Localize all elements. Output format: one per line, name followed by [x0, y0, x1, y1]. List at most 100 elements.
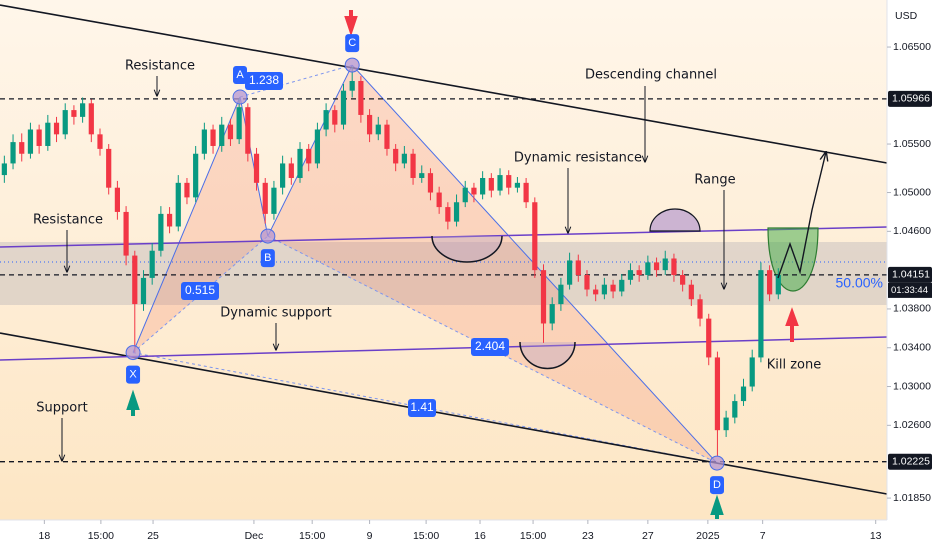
pattern-connector [239, 64, 353, 98]
candle-body [645, 262, 651, 275]
pattern-point [709, 455, 725, 471]
y-tick-label: 1.02600 [893, 419, 931, 431]
candle-body [45, 122, 51, 146]
price-tag-label: 1.02225 [892, 455, 930, 467]
candle-body [210, 129, 216, 146]
candle-body [558, 284, 564, 305]
ratio-box [245, 72, 283, 90]
point-box [260, 249, 275, 268]
ratio-box [471, 338, 509, 356]
candle-body [697, 299, 703, 319]
x-tick-label: 15:00 [88, 530, 114, 542]
y-tick-label: 1.05500 [893, 138, 931, 150]
ratio-box [408, 399, 436, 417]
up-arrow [126, 389, 140, 416]
candle-body [19, 142, 25, 154]
pattern-point [232, 89, 248, 105]
candle-body [201, 129, 207, 154]
annotation: Kill zone [767, 358, 822, 373]
annotation: Descending channel [585, 68, 717, 83]
candle-body [323, 110, 329, 130]
channel-top [0, 4, 888, 164]
ratio: 2.404 [475, 339, 505, 353]
candle-body [236, 107, 242, 140]
ratio: 0.515 [185, 283, 215, 297]
candle-body [749, 357, 755, 387]
candle-body [227, 124, 234, 140]
candle-body [288, 163, 294, 178]
x-tick-label: 15:00 [299, 530, 325, 542]
x-tick-label: 13 [870, 530, 882, 542]
candle-body [680, 274, 686, 285]
pattern-fill [133, 96, 268, 353]
candle-body [723, 417, 729, 431]
candle-body [497, 175, 503, 191]
candle-body [358, 80, 364, 115]
candle-body [419, 173, 425, 178]
candle-body [671, 258, 677, 275]
ratio: 1.238 [249, 73, 279, 87]
candle-body [27, 129, 34, 154]
y-tick-label: 1.04600 [893, 225, 931, 237]
y-tick-label: 1.03400 [893, 342, 931, 354]
candle-body [732, 401, 738, 418]
y-tick-label: 1.06500 [893, 41, 931, 53]
point-box [233, 65, 248, 84]
arc [519, 341, 576, 370]
x-tick-label: 18 [39, 530, 51, 542]
candle-body [445, 207, 451, 222]
candle-body [184, 182, 190, 198]
x-tick-label: 27 [642, 530, 654, 542]
price-tag [888, 453, 932, 470]
candle-body [532, 202, 538, 271]
point-label: C [348, 37, 356, 49]
plot-background [0, 0, 887, 520]
point-box [126, 365, 141, 384]
price-tag-label: 1.04151 [892, 269, 930, 281]
channel-bottom [0, 332, 888, 495]
point-box [709, 476, 724, 495]
currency: USD [895, 10, 918, 22]
annotation: Resistance [33, 213, 103, 228]
pointers [62, 76, 724, 461]
price-tag [888, 90, 932, 107]
x-tick-label: 7 [760, 530, 766, 542]
pattern-point [344, 57, 360, 73]
candle-body [393, 148, 399, 164]
point-label: A [236, 69, 244, 81]
candle-body [158, 213, 164, 251]
annotation: Dynamic support [220, 306, 331, 321]
projection [777, 152, 826, 279]
time-axis [0, 520, 887, 550]
candle-body [767, 270, 773, 295]
point-label: B [264, 252, 271, 264]
y-tick-label: 1.05000 [893, 186, 931, 198]
countdown-tag [888, 282, 932, 298]
candle-body [662, 258, 668, 271]
candle-body [740, 386, 747, 402]
candle-body [523, 182, 529, 203]
fib-level: 50.00% [836, 275, 883, 291]
y-tick-label: 1.03800 [893, 303, 931, 315]
annotation: Dynamic resistance [514, 151, 642, 166]
candle-body [71, 110, 77, 117]
candle-body [575, 260, 581, 275]
x-tick-label: 23 [582, 530, 594, 542]
candle-body [106, 148, 112, 188]
candle-body [80, 103, 86, 117]
dome [649, 208, 701, 232]
candle-body [314, 129, 321, 164]
ratio-labels: 1.238 0.515 2.404 1.41 [181, 72, 509, 417]
candle-body [245, 107, 251, 154]
candle-body [688, 284, 694, 300]
pattern-fill [267, 65, 717, 464]
candle-body [1, 163, 7, 176]
candle-body [410, 153, 416, 178]
candle-body [488, 177, 494, 191]
up-arrow [710, 494, 724, 519]
candle-body [436, 192, 442, 208]
x-tick-label: 15:00 [520, 530, 546, 542]
x-tick-label: 15:00 [413, 530, 439, 542]
candle-body [166, 213, 173, 227]
